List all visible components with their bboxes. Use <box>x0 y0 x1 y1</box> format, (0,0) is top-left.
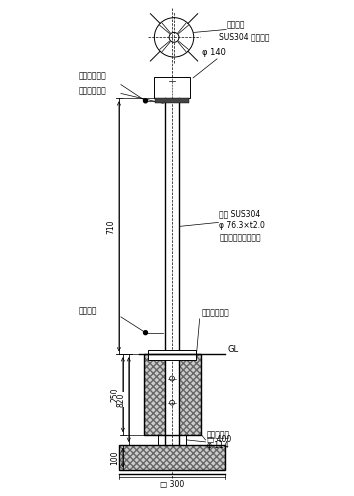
Text: ワンタッチ達: ワンタッチ達 <box>202 308 229 317</box>
Bar <box>143 354 201 435</box>
Bar <box>148 350 196 360</box>
Circle shape <box>143 99 148 103</box>
Text: φ 114: φ 114 <box>206 441 228 450</box>
Bar <box>154 77 190 98</box>
Text: 支柱 SUS304: 支柱 SUS304 <box>219 209 261 219</box>
Text: キャップ: キャップ <box>226 20 245 30</box>
Text: 710: 710 <box>107 219 115 234</box>
Text: □ 300: □ 300 <box>160 480 184 489</box>
Text: ヘアーライン仕上げ: ヘアーライン仕上げ <box>219 233 261 242</box>
Bar <box>119 445 225 470</box>
Bar <box>119 445 225 470</box>
Text: 250: 250 <box>110 387 120 402</box>
Bar <box>179 354 201 435</box>
Text: 820: 820 <box>116 392 125 407</box>
Circle shape <box>143 331 148 335</box>
Text: φ 76.3×t2.0: φ 76.3×t2.0 <box>219 221 265 230</box>
Text: 白反射テープ: 白反射テープ <box>79 86 106 95</box>
Bar <box>143 354 165 435</box>
Text: GL: GL <box>227 345 238 354</box>
Text: φ 140: φ 140 <box>202 48 225 57</box>
Text: 100: 100 <box>110 450 120 465</box>
Text: □ 400: □ 400 <box>206 435 231 444</box>
Bar <box>155 98 189 103</box>
Text: SUS304 バフ研磨: SUS304 バフ研磨 <box>219 32 270 41</box>
Text: 六觓キー: 六觓キー <box>79 306 97 315</box>
Text: 外側パイプ: 外側パイプ <box>206 430 230 439</box>
Text: ゴムパッキン: ゴムパッキン <box>79 72 106 81</box>
